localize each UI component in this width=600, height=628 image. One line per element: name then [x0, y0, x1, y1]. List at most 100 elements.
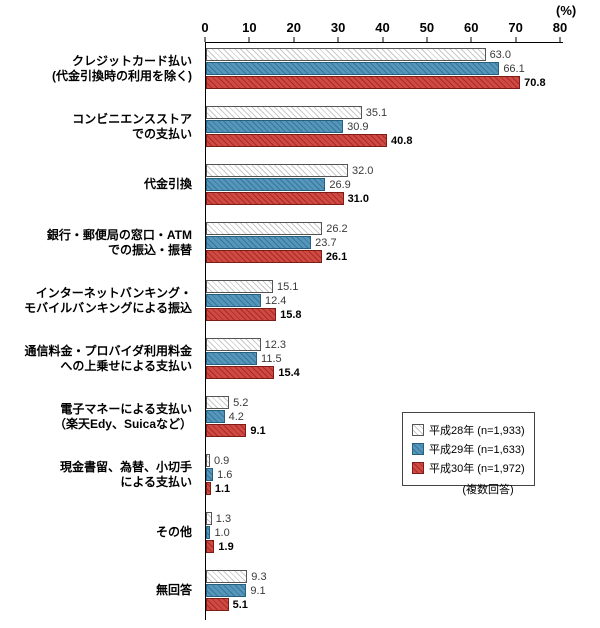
- bar-line: 9.1: [206, 424, 266, 437]
- bar-h29: [206, 584, 247, 597]
- bar-group: 5.2 4.2 9.1: [200, 396, 266, 437]
- bar-h29: [206, 236, 312, 249]
- value-label: 23.7: [315, 236, 337, 249]
- value-label: 15.1: [277, 280, 299, 293]
- bar-h28: [206, 164, 348, 177]
- bar-group: 32.0 26.9 31.0: [200, 164, 373, 205]
- legend: 平成28年 (n=1,933) 平成29年 (n=1,633) 平成30年 (n…: [402, 412, 535, 486]
- bar-line: 31.0: [206, 192, 373, 205]
- x-tick-label: 40: [375, 20, 390, 35]
- category-label: 通信料金・プロバイダ利用料金 への上乗せによる支払い: [24, 343, 192, 373]
- category-label: 現金書留、為替、小切手 による支払い: [59, 459, 192, 489]
- bar-h30: [206, 540, 215, 553]
- value-label: 1.0: [214, 526, 230, 539]
- bar-h30: [206, 192, 344, 205]
- value-label: 0.9: [213, 454, 230, 467]
- bar-h28: [206, 454, 210, 467]
- bar-line: 30.9: [206, 120, 412, 133]
- value-label: 1.6: [217, 468, 233, 481]
- value-label: 1.1: [214, 482, 231, 495]
- bar-rows: クレジットカード払い (代金引換時の利用を除く) 63.0 66.1 70.8 コンビニ…: [0, 48, 600, 628]
- value-label: 15.8: [280, 308, 302, 321]
- bar-h30: [206, 250, 322, 263]
- x-tick-mark: [470, 37, 472, 42]
- value-label: 70.8: [524, 76, 546, 89]
- category-label: コンビニエンスストア での支払い: [72, 111, 192, 141]
- value-label: 9.3: [251, 570, 267, 583]
- value-label: 11.5: [261, 352, 282, 365]
- bar-line: 40.8: [206, 134, 412, 147]
- x-tick-label: 10: [242, 20, 257, 35]
- bar-line: 15.1: [206, 280, 302, 293]
- bar-h29: [206, 120, 344, 133]
- value-label: 1.3: [215, 512, 232, 525]
- category-label: その他: [155, 525, 192, 539]
- bar-line: 12.4: [206, 294, 302, 307]
- bar-h29: [206, 294, 262, 307]
- category-label: インターネットバンキング・ モバイルバンキングによる振込: [24, 285, 192, 315]
- bar-h30: [206, 134, 388, 147]
- legend-swatch-h29: [412, 443, 424, 455]
- value-label: 15.4: [278, 366, 300, 379]
- bar-line: 5.1: [206, 598, 267, 611]
- bar-h30: [206, 598, 229, 611]
- bar-line: 9.3: [206, 570, 267, 583]
- x-tick-label: 0: [201, 20, 209, 35]
- value-label: 26.1: [325, 250, 348, 263]
- category-group: クレジットカード払い (代金引換時の利用を除く) 63.0 66.1 70.8: [0, 48, 600, 89]
- legend-label-h28: 平成28年 (n=1,933): [429, 425, 525, 437]
- bar-line: 1.6: [206, 468, 232, 481]
- category-label: 代金引換: [143, 177, 192, 191]
- bar-h29: [206, 178, 326, 191]
- legend-item-h30: 平成30年 (n=1,972): [412, 460, 525, 476]
- bar-h29: [206, 410, 225, 423]
- axis-unit-label: (%): [556, 3, 577, 18]
- bar-line: 11.5: [206, 352, 300, 365]
- bar-h29: [206, 352, 258, 365]
- bar-line: 23.7: [206, 236, 348, 249]
- bar-group: 15.1 12.4 15.8: [200, 280, 302, 321]
- category-group: 現金書留、為替、小切手 による支払い 0.9 1.6 1.1: [0, 454, 600, 495]
- bar-line: 15.8: [206, 308, 302, 321]
- value-label: 9.1: [250, 424, 266, 437]
- bar-line: 63.0: [206, 48, 546, 61]
- value-label: 26.9: [329, 178, 351, 191]
- bar-h30: [206, 366, 275, 379]
- bar-group: 63.0 66.1 70.8: [200, 48, 546, 89]
- bar-line: 1.9: [206, 540, 234, 553]
- bar-line: 1.3: [206, 512, 234, 525]
- bar-h30: [206, 308, 277, 321]
- category-label: クレジットカード払い (代金引換時の利用を除く): [52, 53, 192, 83]
- value-label: 9.1: [250, 584, 266, 597]
- value-label: 26.2: [326, 222, 348, 235]
- bar-h30: [206, 424, 247, 437]
- category-group: 銀行・郵便局の窓口・ATM での振込・振替 26.2 23.7 26.1: [0, 222, 600, 263]
- value-label: 66.1: [503, 62, 525, 75]
- value-label: 32.0: [352, 164, 374, 177]
- bar-line: 32.0: [206, 164, 373, 177]
- x-tick-mark: [515, 37, 517, 42]
- x-tick-label: 50: [419, 20, 435, 35]
- category-group: 通信料金・プロバイダ利用料金 への上乗せによる支払い 12.3 11.5 15.4: [0, 338, 600, 379]
- bar-h29: [206, 468, 214, 481]
- legend-label-h29: 平成29年 (n=1,633): [429, 444, 525, 456]
- x-tick-mark: [293, 37, 295, 42]
- x-tick-label: 70: [508, 20, 523, 35]
- bar-line: 70.8: [206, 76, 546, 89]
- bar-h29: [206, 526, 211, 539]
- bar-h30: [206, 76, 521, 89]
- legend-label-h30: 平成30年 (n=1,972): [429, 463, 525, 475]
- bar-h28: [206, 222, 323, 235]
- bar-group: 1.3 1.0 1.9: [200, 512, 234, 553]
- category-group: 電子マネーによる支払い （楽天Edy、Suicaなど） 5.2 4.2 9.1: [0, 396, 600, 437]
- bar-h28: [206, 280, 273, 293]
- value-label: 31.0: [347, 192, 369, 205]
- multiple-answer-note: (複数回答): [462, 484, 514, 496]
- bar-line: 35.1: [206, 106, 412, 119]
- category-group: 無回答 9.3 9.1 5.1: [0, 570, 600, 611]
- x-tick-mark: [426, 37, 428, 42]
- legend-swatch-h30: [412, 462, 424, 474]
- bar-group: 26.2 23.7 26.1: [200, 222, 348, 263]
- x-axis-line: [205, 42, 563, 43]
- category-group: その他 1.3 1.0 1.9: [0, 512, 600, 553]
